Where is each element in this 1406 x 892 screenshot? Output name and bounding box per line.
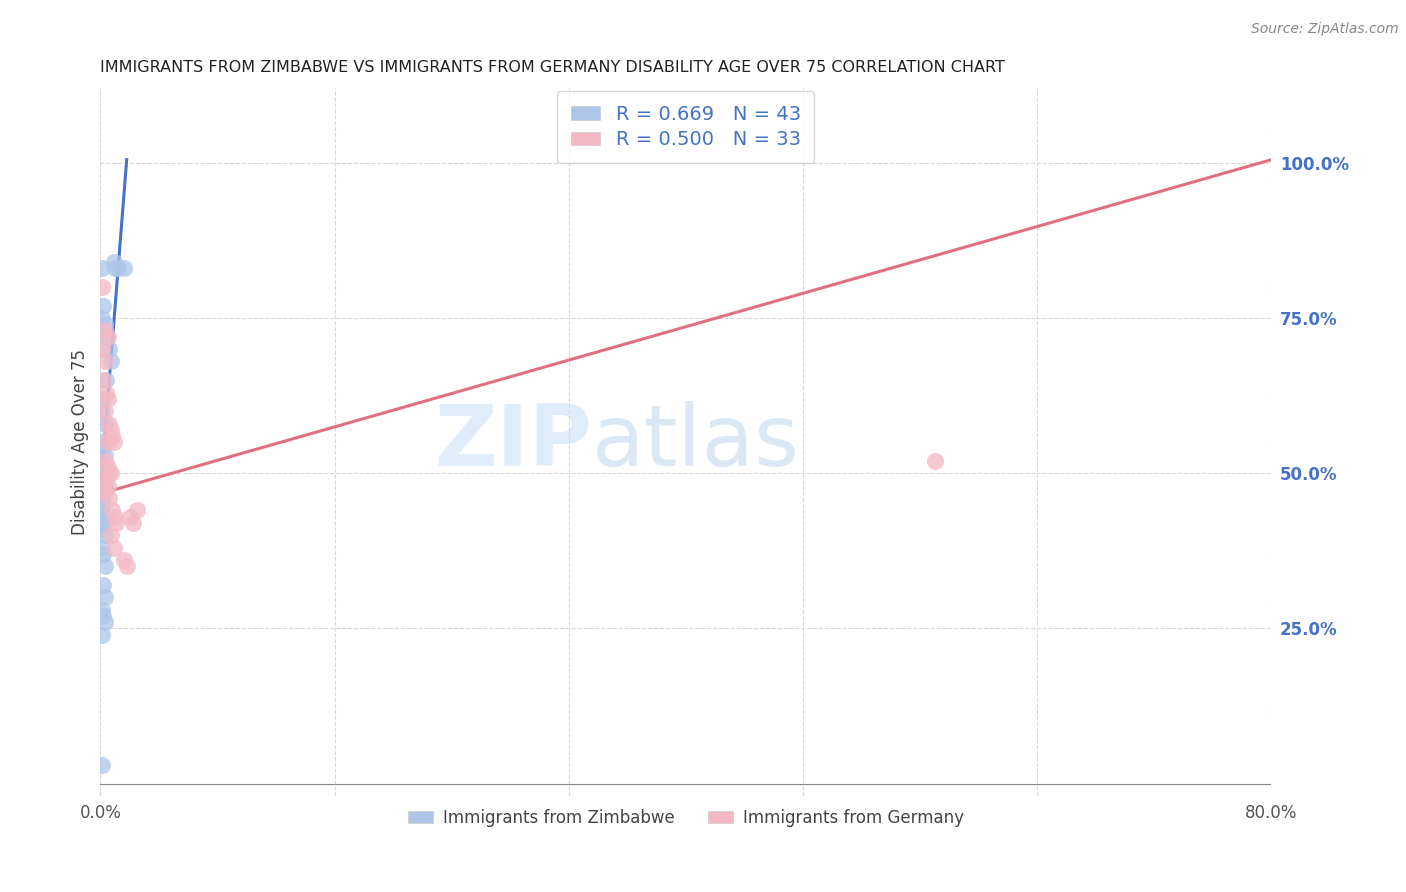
Point <box>125 503 148 517</box>
Point <box>98 467 121 481</box>
Point <box>93 591 115 605</box>
Point <box>93 615 115 630</box>
Point <box>97 392 120 406</box>
Point <box>91 460 114 475</box>
Point <box>98 342 121 356</box>
Point <box>93 559 115 574</box>
Point <box>103 435 125 450</box>
Y-axis label: Disability Age Over 75: Disability Age Over 75 <box>72 349 89 535</box>
Point <box>93 317 115 331</box>
Point <box>96 472 118 486</box>
Point <box>93 478 115 492</box>
Point <box>93 417 115 431</box>
Text: IMMIGRANTS FROM ZIMBABWE VS IMMIGRANTS FROM GERMANY DISABILITY AGE OVER 75 CORRE: IMMIGRANTS FROM ZIMBABWE VS IMMIGRANTS F… <box>100 60 1005 75</box>
Text: ZIP: ZIP <box>434 401 592 483</box>
Point <box>93 454 115 468</box>
Point <box>90 503 112 517</box>
Point <box>98 417 121 431</box>
Point <box>90 280 112 294</box>
Point <box>90 627 112 641</box>
Point <box>105 516 128 530</box>
Text: atlas: atlas <box>592 401 800 483</box>
Point <box>91 609 114 624</box>
Point <box>101 503 124 517</box>
Point <box>90 491 112 505</box>
Point <box>90 467 112 481</box>
Point <box>93 404 115 418</box>
Point <box>112 261 135 276</box>
Point <box>90 516 112 530</box>
Point <box>97 329 120 343</box>
Point <box>90 478 112 492</box>
Point <box>91 522 114 536</box>
Point <box>104 261 127 276</box>
Point <box>96 329 118 343</box>
Point <box>91 299 114 313</box>
Point <box>97 460 120 475</box>
Point <box>90 311 112 326</box>
Point <box>93 354 115 368</box>
Point <box>107 261 129 276</box>
Point <box>90 603 112 617</box>
Point <box>97 435 120 450</box>
Point <box>90 442 112 456</box>
Point <box>91 547 114 561</box>
Point <box>90 404 112 418</box>
Point <box>100 423 122 437</box>
Point <box>90 342 112 356</box>
Legend: Immigrants from Zimbabwe, Immigrants from Germany: Immigrants from Zimbabwe, Immigrants fro… <box>401 803 970 834</box>
Point <box>96 385 118 400</box>
Point <box>93 528 115 542</box>
Point <box>91 484 114 499</box>
Point <box>100 467 122 481</box>
Point <box>96 467 118 481</box>
Point <box>118 509 141 524</box>
Point <box>100 528 122 542</box>
Point <box>91 497 114 511</box>
Point <box>93 448 115 462</box>
Point <box>121 516 143 530</box>
Point <box>91 435 114 450</box>
Point <box>103 541 125 555</box>
Text: Source: ZipAtlas.com: Source: ZipAtlas.com <box>1251 22 1399 37</box>
Point <box>924 454 946 468</box>
Point <box>98 491 121 505</box>
Point <box>93 323 115 337</box>
Point <box>112 553 135 567</box>
Point <box>115 559 138 574</box>
Point <box>100 354 122 368</box>
Point <box>104 509 127 524</box>
Point <box>97 478 120 492</box>
Point <box>93 467 115 481</box>
Point <box>91 472 114 486</box>
Point <box>103 255 125 269</box>
Point <box>90 758 112 772</box>
Point <box>93 509 115 524</box>
Point <box>90 261 112 276</box>
Point <box>91 373 114 387</box>
Point <box>90 541 112 555</box>
Point <box>91 578 114 592</box>
Point <box>101 429 124 443</box>
Point <box>96 373 118 387</box>
Point <box>91 392 114 406</box>
Point <box>93 484 115 499</box>
